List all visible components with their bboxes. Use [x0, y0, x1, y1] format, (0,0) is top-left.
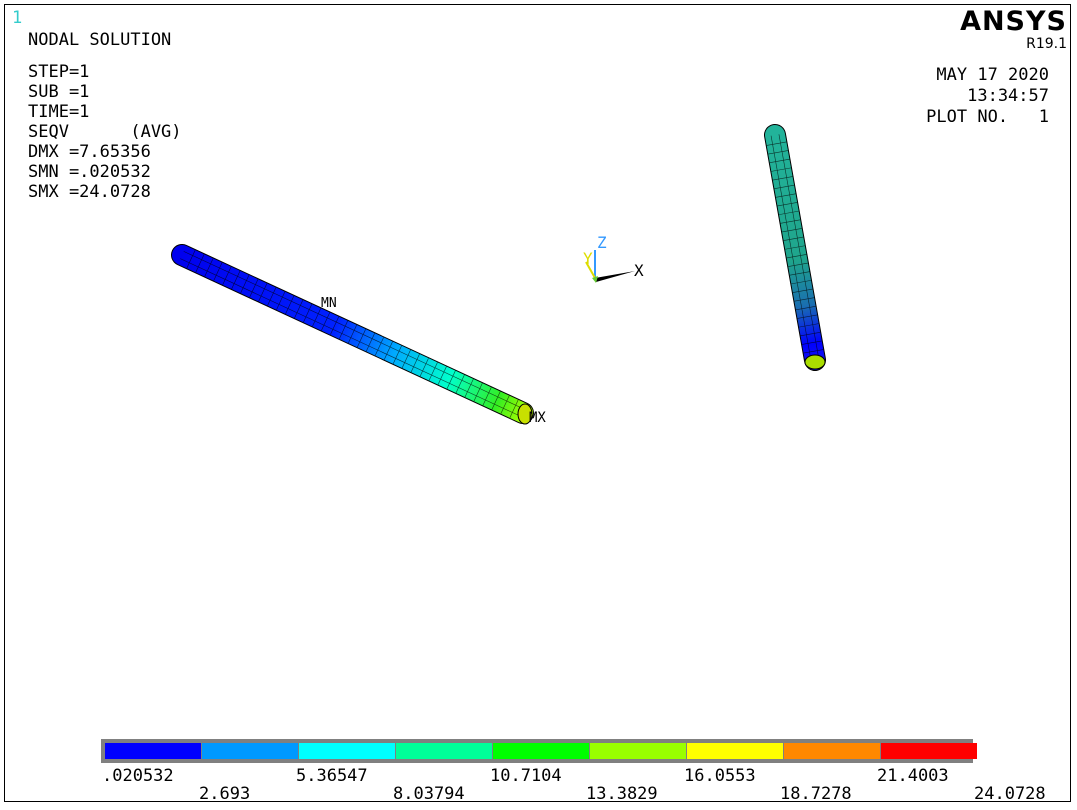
legend-label-top-4: 16.0553 [684, 766, 756, 786]
info-result-item: SEQV (AVG) [28, 122, 182, 142]
legend-color-cell [299, 743, 396, 759]
legend-label-bottom-1: 2.693 [199, 784, 251, 804]
legend-color-cell [687, 743, 784, 759]
legend-color-cell [493, 743, 590, 759]
beam-left[interactable] [171, 244, 534, 425]
max-marker: MX [529, 410, 546, 426]
triad-y-label: Y [583, 249, 593, 268]
legend-label-bottom-4: 18.7278 [780, 784, 852, 804]
legend-label-bottom-5: 24.0728 [974, 784, 1046, 804]
legend-color-cell [202, 743, 299, 759]
window-number: 1 [12, 8, 23, 28]
ansys-logo: ANSYS [960, 6, 1067, 37]
legend-label-top-3: 10.7104 [490, 766, 562, 786]
info-dmx: DMX =7.65356 [28, 142, 151, 162]
legend-label-top-5: 21.4003 [877, 766, 949, 786]
legend-label-top-2: 5.36547 [296, 766, 368, 786]
plot-date: MAY 17 2020 [936, 65, 1049, 85]
plot-time: 13:34:57 [967, 86, 1049, 106]
coordinate-triad: Z Y X [583, 233, 644, 283]
info-step: STEP=1 [28, 62, 90, 82]
legend-label-bottom-3: 13.3829 [586, 784, 658, 804]
legend-color-cell [784, 743, 881, 759]
solution-info-list: STEP=1 SUB =1 TIME=1 SEQV (AVG) DMX =7.6… [28, 62, 182, 202]
graphics-window-frame [4, 4, 1071, 802]
info-smn: SMN =.020532 [28, 162, 151, 182]
min-marker: MN [321, 296, 337, 311]
legend-color-cell [590, 743, 687, 759]
legend-label-bottom-2: 8.03794 [393, 784, 465, 804]
release-version: R19.1 [1026, 36, 1067, 52]
beam-right[interactable] [764, 124, 826, 371]
info-smx: SMX =24.0728 [28, 182, 151, 202]
legend-label-top-1: .020532 [102, 766, 174, 786]
legend-color-cell [396, 743, 493, 759]
info-time: TIME=1 [28, 102, 90, 122]
legend-color-cell [105, 743, 202, 759]
plot-number: PLOT NO. 1 [926, 107, 1049, 127]
plot-title: NODAL SOLUTION [28, 30, 172, 50]
legend-color-cell [881, 743, 978, 759]
triad-z-label: Z [597, 233, 607, 252]
info-substep: SUB =1 [28, 82, 90, 102]
triad-x-label: X [634, 261, 644, 280]
